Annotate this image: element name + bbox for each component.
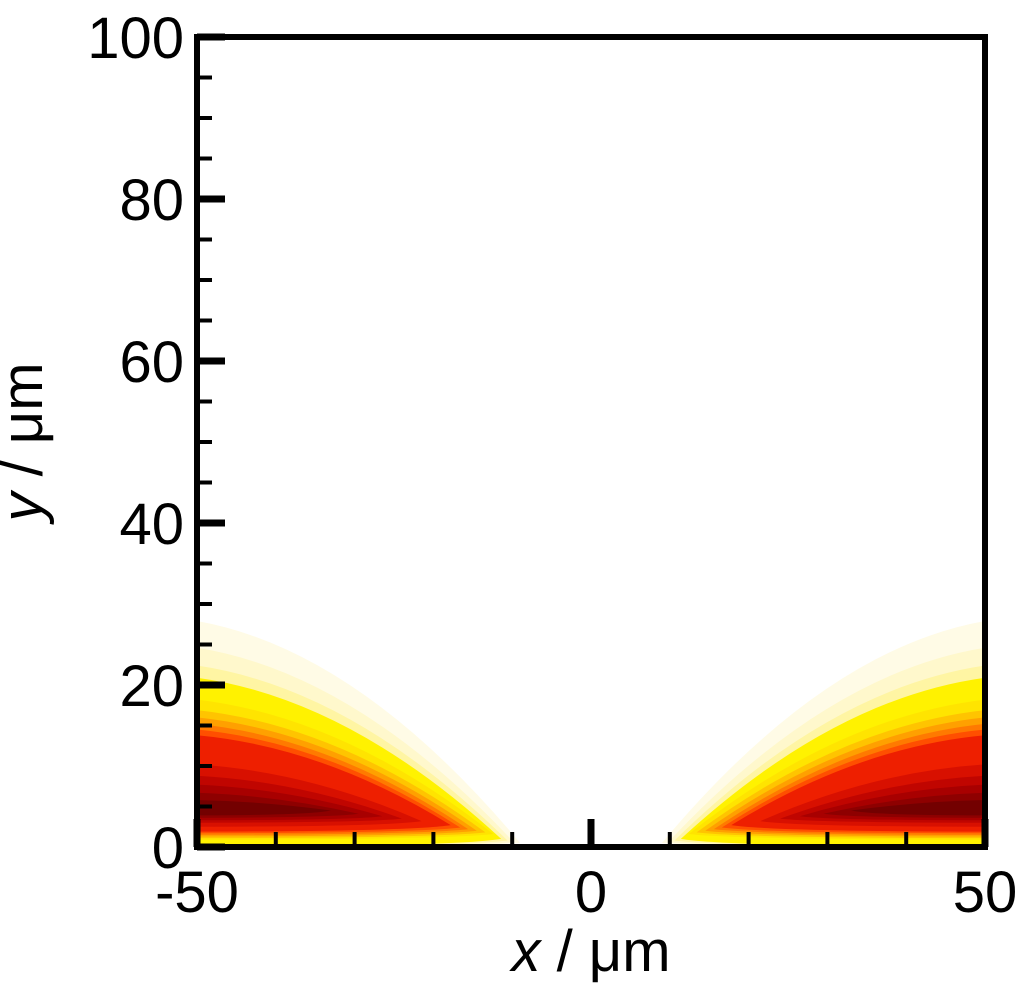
y-axis-variable: y — [0, 490, 55, 526]
x-axis-unit: / μm — [540, 919, 670, 984]
contour-band-level-15-left — [197, 800, 331, 816]
x-axis-variable: x — [508, 919, 542, 984]
x-axis-title: x / μm — [508, 919, 670, 984]
axis-ticks — [193, 33, 989, 851]
contour-bands — [197, 621, 985, 847]
y-tick-label: 80 — [119, 168, 184, 233]
contour-band-level-15-right — [851, 800, 985, 816]
y-axis-unit: / μm — [0, 362, 55, 492]
y-tick-label: 40 — [119, 492, 184, 557]
y-tick-label: 100 — [87, 6, 184, 71]
x-tick-label: -50 — [155, 860, 239, 925]
x-tick-label: 50 — [953, 860, 1016, 925]
x-tick-label: 0 — [575, 860, 607, 925]
y-tick-label: 60 — [119, 330, 184, 395]
y-tick-label: 20 — [119, 654, 184, 719]
y-tick-label: 0 — [152, 816, 184, 881]
y-axis-title: y / μm — [0, 362, 55, 525]
